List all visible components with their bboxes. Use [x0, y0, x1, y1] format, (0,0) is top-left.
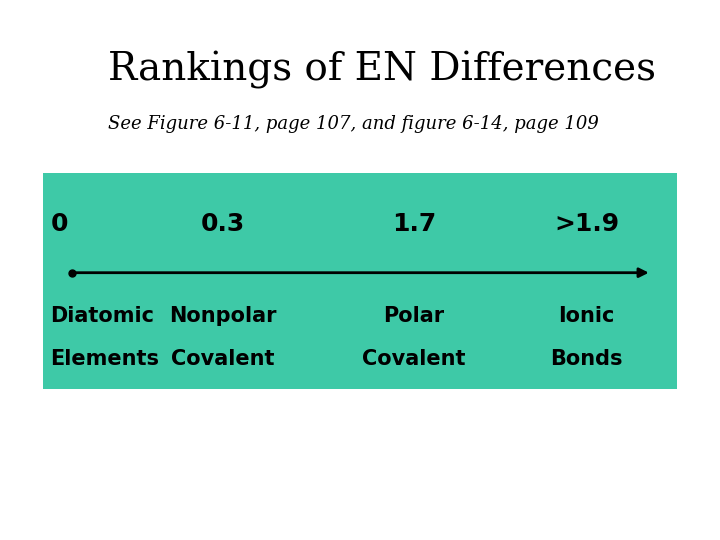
Text: 0: 0: [50, 212, 68, 236]
Text: Covalent: Covalent: [362, 349, 466, 369]
Text: Nonpolar: Nonpolar: [169, 306, 277, 326]
Text: See Figure 6-11, page 107, and figure 6-14, page 109: See Figure 6-11, page 107, and figure 6-…: [108, 115, 599, 133]
Text: 1.7: 1.7: [392, 212, 436, 236]
Text: Diatomic: Diatomic: [50, 306, 154, 326]
Text: Covalent: Covalent: [171, 349, 275, 369]
Text: 0.3: 0.3: [201, 212, 246, 236]
Text: Ionic: Ionic: [559, 306, 615, 326]
FancyBboxPatch shape: [43, 173, 677, 389]
Text: Bonds: Bonds: [551, 349, 623, 369]
Text: Polar: Polar: [384, 306, 444, 326]
Text: Rankings of EN Differences: Rankings of EN Differences: [108, 51, 656, 89]
Text: >1.9: >1.9: [554, 212, 619, 236]
Text: Elements: Elements: [50, 349, 159, 369]
